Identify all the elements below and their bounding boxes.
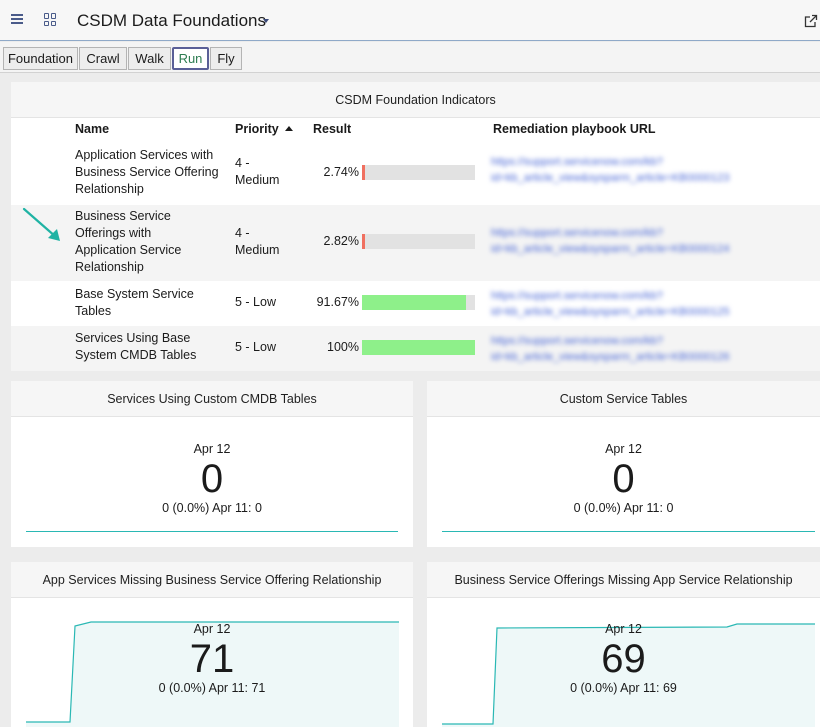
trend-line — [26, 531, 398, 532]
result-bar-fill — [362, 340, 475, 355]
tab-crawl[interactable]: Crawl — [79, 47, 127, 70]
result-bar-fill — [362, 295, 466, 310]
trend-sparkline — [26, 621, 399, 727]
result-bar-fill — [362, 234, 366, 249]
column-header-priority[interactable]: Priority — [235, 122, 293, 136]
widget-score[interactable]: 0 — [200, 457, 224, 501]
result-bar-fill — [362, 165, 366, 180]
hamburger-menu-icon[interactable] — [11, 14, 23, 24]
tab-walk[interactable]: Walk — [128, 47, 171, 70]
sort-ascending-icon — [284, 126, 293, 131]
column-header-url[interactable]: Remediation playbook URL — [493, 122, 656, 136]
widget-custom-service-tables[interactable]: Custom Service Tables Apr 12 0 0 (0.0%) … — [427, 381, 820, 547]
panel-title: CSDM Foundation Indicators — [11, 82, 820, 118]
widget-bso-missing-app-services[interactable]: Business Service Offerings Missing App S… — [427, 562, 820, 727]
remediation-url-line2: id=kb_article_view&sysparm_article=KB000… — [491, 172, 730, 184]
widget-title: Custom Service Tables — [427, 381, 820, 417]
table-row[interactable]: Base System Service Tables 5 - Low 91.67… — [11, 281, 820, 326]
indicator-priority: 4 - Medium — [235, 226, 280, 257]
widget-services-custom-cmdb-tables[interactable]: Services Using Custom CMDB Tables Apr 12… — [11, 381, 413, 547]
remediation-url[interactable]: https://support.servicenow.com/kb? id=kb_… — [491, 225, 769, 257]
widget-change: 0 (0.0%) Apr 11: 69 — [570, 681, 677, 695]
tab-foundation[interactable]: Foundation — [3, 47, 78, 70]
indicator-result: 2.74% — [323, 165, 359, 179]
widget-date: Apr 12 — [193, 442, 231, 456]
widget-date: Apr 12 — [605, 622, 642, 636]
column-header-result[interactable]: Result — [313, 122, 352, 136]
indicator-priority: 4 - Medium — [235, 156, 280, 187]
remediation-url-line2: id=kb_article_view&sysparm_article=KB000… — [491, 243, 730, 255]
widget-change: 0 (0.0%) Apr 11: 0 — [162, 501, 262, 515]
indicator-name[interactable]: Services Using Base System CMDB Tables — [75, 331, 197, 362]
grid-apps-icon[interactable] — [44, 13, 57, 26]
widget-change: 0 (0.0%) Apr 11: 71 — [158, 681, 266, 695]
chevron-down-icon[interactable] — [263, 19, 269, 23]
widget-score[interactable]: 71 — [189, 637, 235, 681]
indicator-name[interactable]: Base System Service Tables — [75, 287, 194, 318]
widget-date: Apr 12 — [193, 622, 231, 636]
indicator-result: 100% — [327, 340, 359, 354]
indicator-name[interactable]: Application Services with Business Servi… — [75, 148, 219, 196]
remediation-url-line2: id=kb_article_view&sysparm_article=KB000… — [491, 306, 730, 318]
app-header: CSDM Data Foundations — [0, 0, 820, 41]
widget-title: App Services Missing Business Service Of… — [11, 562, 413, 598]
widget-date: Apr 12 — [605, 442, 642, 456]
remediation-url-line1: https://support.servicenow.com/kb? — [491, 156, 663, 168]
trend-sparkline — [442, 623, 815, 727]
remediation-url[interactable]: https://support.servicenow.com/kb? id=kb_… — [491, 288, 769, 320]
table-row[interactable]: Application Services with Business Servi… — [11, 141, 820, 205]
result-bar — [362, 340, 475, 355]
indicator-priority: 5 - Low — [235, 340, 276, 354]
tab-run[interactable]: Run — [172, 47, 209, 70]
remediation-url[interactable]: https://support.servicenow.com/kb? id=kb_… — [491, 333, 769, 365]
column-header-priority-label: Priority — [235, 122, 279, 136]
share-icon[interactable] — [804, 14, 818, 28]
result-bar — [362, 295, 475, 310]
remediation-url-line1: https://support.servicenow.com/kb? — [491, 335, 663, 347]
indicator-result: 91.67% — [316, 295, 359, 309]
widget-title: Business Service Offerings Missing App S… — [427, 562, 820, 598]
remediation-url-line1: https://support.servicenow.com/kb? — [491, 227, 663, 239]
dashboard-title: CSDM Data Foundations — [77, 11, 266, 30]
widget-score[interactable]: 0 — [612, 457, 635, 501]
result-bar — [362, 165, 475, 180]
tab-fly[interactable]: Fly — [210, 47, 242, 70]
table-row[interactable]: Services Using Base System CMDB Tables 5… — [11, 326, 820, 371]
indicator-result: 2.82% — [323, 234, 359, 248]
indicator-name[interactable]: Business Service Offerings with Applicat… — [75, 209, 182, 274]
widget-title: Services Using Custom CMDB Tables — [11, 381, 413, 417]
annotation-arrow-icon — [22, 207, 60, 241]
table-row[interactable]: Business Service Offerings with Applicat… — [11, 205, 820, 281]
tab-bar: Foundation Crawl Walk Run Fly — [0, 42, 820, 73]
column-header-name[interactable]: Name — [75, 122, 110, 136]
widget-change: 0 (0.0%) Apr 11: 0 — [573, 501, 674, 515]
remediation-url-line1: https://support.servicenow.com/kb? — [491, 290, 663, 302]
widget-app-services-missing-bso[interactable]: App Services Missing Business Service Of… — [11, 562, 413, 727]
widget-score[interactable]: 69 — [601, 637, 646, 681]
remediation-url-line2: id=kb_article_view&sysparm_article=KB000… — [491, 351, 730, 363]
remediation-url[interactable]: https://support.servicenow.com/kb? id=kb_… — [491, 154, 769, 186]
result-bar — [362, 234, 475, 249]
trend-line — [442, 531, 815, 532]
indicator-priority: 5 - Low — [235, 295, 276, 309]
